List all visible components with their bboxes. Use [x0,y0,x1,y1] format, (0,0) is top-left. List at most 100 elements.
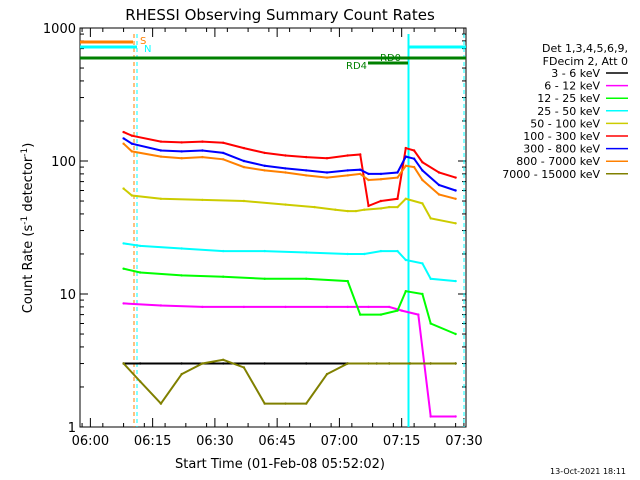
series-point-800-7000-kev [367,178,370,182]
series-point-6-12-kev [429,415,432,418]
series-point-100-300-kev [284,154,287,157]
series-point-25-50-kev [429,277,432,280]
series-point-6-12-kev [122,302,125,305]
series-point-100-300-kev [437,171,441,174]
series-point-7000-15000-kev [222,358,225,361]
series-point-25-50-kev [363,252,366,256]
legend-label-3-6-kev: 3 - 6 keV [551,67,600,80]
series-point-800-7000-kev [346,174,349,177]
series-point-100-300-kev [201,140,204,143]
series-point-50-100-kev [242,199,246,203]
series-point-7000-15000-kev [367,362,370,365]
series-point-6-12-kev [388,305,391,309]
flag-bars: S N RD0 RD4 [80,36,466,72]
series-point-300-800-kev [159,149,163,152]
series-point-7000-15000-kev [180,372,183,376]
y-tick-label: 1000 [43,22,76,37]
series-point-800-7000-kev [412,165,416,169]
series-point-50-100-kev [363,208,366,211]
series-point-6-12-kev [400,309,403,312]
legend-label-100-300-kev: 100 - 300 keV [523,130,600,143]
series-point-300-800-kev [263,164,266,167]
series-point-25-50-kev [346,252,349,256]
series-point-300-800-kev [437,183,441,187]
series-point-12-25-kev [396,309,399,312]
series-point-50-100-kev [388,205,391,209]
series-point-300-800-kev [284,167,287,170]
y-axis-label-sup-1: -1 [20,216,30,225]
series-point-300-800-kev [222,151,225,155]
x-tick-label: 07:30 [445,434,482,449]
series-point-7000-15000-kev [122,362,125,365]
series-point-800-7000-kev [242,165,246,169]
series-point-7000-15000-kev [454,362,457,365]
legend-header-line-1: Det 1,3,4,5,6,9, [542,42,628,55]
series-point-300-800-kev [242,159,246,163]
series-point-100-300-kev [359,153,362,156]
series-point-12-25-kev [404,290,407,293]
y-axis-label-part-3: ) [21,143,36,148]
series-point-50-100-kev [122,187,125,190]
series-point-12-25-kev [346,279,349,283]
series-point-100-300-kev [412,149,416,152]
series-point-6-12-kev [346,305,349,309]
series-point-25-50-kev [454,279,457,283]
series-point-100-300-kev [263,151,266,155]
y-axis-label-part-2: detector [21,156,36,216]
x-tick-label: 06:00 [72,434,109,449]
series-point-300-800-kev [396,171,399,174]
series-point-25-50-kev [139,244,142,248]
legend: Det 1,3,4,5,6,9, FDecim 2, Att 0 3 - 6 k… [502,42,628,181]
series-point-50-100-kev [313,205,316,209]
series-point-100-300-kev [367,204,370,208]
series-point-100-300-kev [379,199,383,203]
series-point-12-25-kev [263,277,266,280]
y-tick-label: 100 [51,155,76,170]
series-point-6-12-kev [201,305,204,309]
flag-label-rd0: RD0 [380,53,401,64]
series-point-100-300-kev [396,197,399,200]
series-point-800-7000-kev [325,176,329,179]
series-point-300-800-kev [454,189,457,192]
chart-title: RHESSI Observing Summary Count Rates [125,6,435,24]
series-point-12-25-kev [180,274,183,277]
series-point-50-100-kev [130,194,134,197]
series-point-800-7000-kev [201,155,204,159]
series-point-800-7000-kev [130,150,134,153]
series-point-100-300-kev [346,154,349,157]
series-point-300-800-kev [325,171,329,174]
series-point-3-6-kev [139,362,142,365]
series-point-100-300-kev [454,176,457,179]
series-point-800-7000-kev [359,172,362,176]
series-point-800-7000-kev [437,193,441,196]
series-point-50-100-kev [346,209,349,213]
series-point-3-6-kev [305,362,308,365]
series-point-7000-15000-kev [388,362,391,365]
plot-frame [79,27,467,428]
x-axis-label: Start Time (01-Feb-08 05:52:02) [175,457,385,472]
series-point-7000-15000-kev [159,402,163,405]
series-point-12-25-kev [454,332,457,336]
series-point-800-7000-kev [159,155,163,158]
series-point-6-12-kev [454,415,457,418]
series-point-100-300-kev [122,130,125,134]
series-point-800-7000-kev [122,142,125,145]
series-point-25-50-kev [180,247,183,250]
series-point-7000-15000-kev [325,372,329,376]
y-axis-label: Count Rate (s-1 detector-1) [20,143,36,314]
legend-label-7000-15000-kev: 7000 - 15000 keV [502,168,600,181]
series-point-7000-15000-kev [242,366,246,369]
series-point-300-800-kev [412,157,416,160]
series-point-3-6-kev [263,362,266,365]
series-point-25-50-kev [421,262,424,265]
y-tick-label: 1 [68,421,76,436]
series-point-7000-15000-kev [201,362,204,365]
series-point-800-7000-kev [222,158,225,161]
series-point-800-7000-kev [284,171,287,174]
series-point-50-100-kev [421,202,424,205]
series-point-300-800-kev [201,149,204,152]
series-point-6-12-kev [325,305,329,309]
x-tick-label: 07:15 [383,434,420,449]
series-point-800-7000-kev [379,178,383,181]
